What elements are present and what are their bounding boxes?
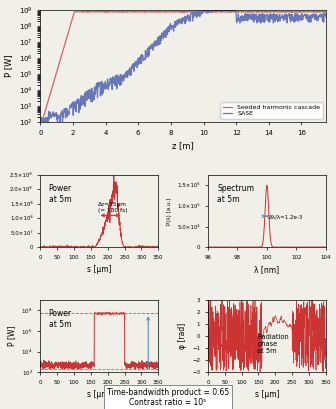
Seeded harmonic cascade [38,119,42,124]
Text: Power
at 5m: Power at 5m [49,184,72,204]
SASE [38,119,42,124]
Line: Seeded harmonic cascade: Seeded harmonic cascade [40,11,326,122]
Y-axis label: P(λ) [a.u.]: P(λ) [a.u.] [167,198,172,225]
Seeded harmonic cascade [204,9,208,14]
Legend: Seeded harmonic cascade, SASE: Seeded harmonic cascade, SASE [220,102,323,119]
SASE [221,8,225,13]
Text: Power
at 5m: Power at 5m [49,310,72,329]
Seeded harmonic cascade [285,9,289,14]
Seeded harmonic cascade [255,9,259,14]
X-axis label: z [m]: z [m] [172,141,194,150]
Line: SASE: SASE [40,11,326,122]
Text: Time-bandwidth product = 0.65
Contrast ratio = 10⁵: Time-bandwidth product = 0.65 Contrast r… [107,388,229,407]
Text: Δλ/λ=1.2e-3: Δλ/λ=1.2e-3 [269,215,303,220]
X-axis label: s [μm]: s [μm] [87,265,112,274]
X-axis label: s [μm]: s [μm] [255,390,279,399]
Y-axis label: P [W]: P [W] [7,326,16,346]
SASE [212,8,216,13]
Text: Spectrum
at 5m: Spectrum at 5m [217,184,254,204]
SASE [56,113,60,118]
X-axis label: λ [nm]: λ [nm] [254,265,280,274]
SASE [197,8,201,13]
Text: Δz=55μm
(= 180 fs): Δz=55μm (= 180 fs) [98,202,128,213]
X-axis label: s [μm]: s [μm] [87,390,112,399]
SASE [255,14,259,19]
Seeded harmonic cascade [210,9,214,13]
Y-axis label: φ [rad]: φ [rad] [178,323,186,349]
SASE [205,11,209,16]
Seeded harmonic cascade [212,9,216,14]
SASE [324,15,328,20]
Seeded harmonic cascade [56,65,60,70]
Seeded harmonic cascade [221,9,225,14]
SASE [285,14,289,19]
Y-axis label: P [W]: P [W] [4,55,13,77]
Text: Radiation
phase
at 5m: Radiation phase at 5m [257,334,289,354]
Seeded harmonic cascade [324,9,328,14]
